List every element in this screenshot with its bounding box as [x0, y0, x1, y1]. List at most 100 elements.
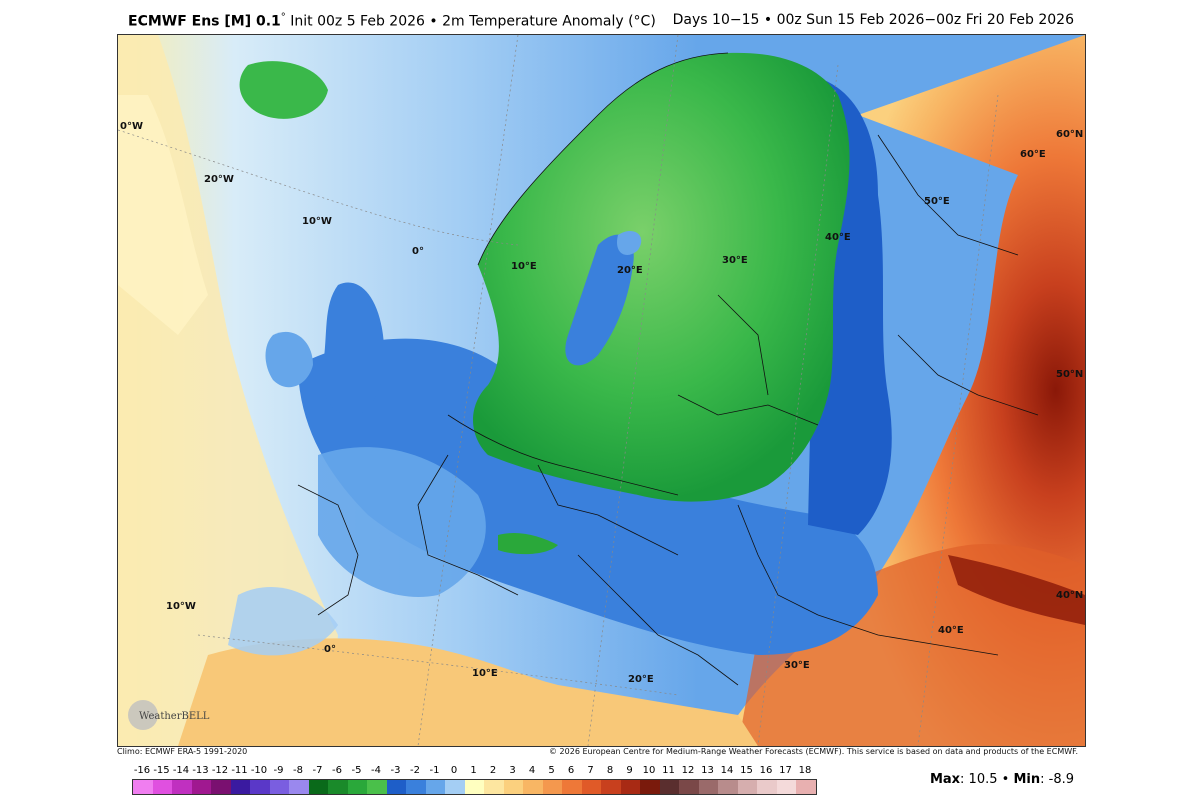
anomaly-map: 0°W 20°W 10°W 0° 10°E 20°E 30°E 40°E 50°… [118, 35, 1085, 746]
colorbar-tick-label: -13 [192, 765, 209, 776]
weatherbell-logo: WeatherBELL [128, 700, 210, 730]
min-label: Min [1013, 772, 1041, 787]
colorbar-tick-label: -1 [429, 765, 440, 776]
colorbar-tick-label: -7 [312, 765, 323, 776]
colorbar-swatch [503, 780, 523, 794]
colorbar-swatch [757, 780, 777, 794]
label-60e: 60°E [1020, 149, 1046, 160]
colorbar-swatch [445, 780, 465, 794]
colorbar-swatch [172, 780, 192, 794]
colorbar-swatch [250, 780, 270, 794]
colorbar-tick-label: -15 [153, 765, 170, 776]
colorbar-swatch [718, 780, 738, 794]
label-10w-south: 10°W [166, 601, 196, 612]
colorbar-swatch [737, 780, 757, 794]
colorbar-swatch [347, 780, 367, 794]
max-min-readout: Max: 10.5 • Min: -8.9 [930, 772, 1074, 787]
colorbar-tick-label: 15 [740, 765, 753, 776]
colorbar-tick-label: -6 [332, 765, 342, 776]
colorbar-tick-label: 6 [567, 765, 575, 776]
colorbar-swatch [328, 780, 348, 794]
alps-patch [498, 533, 558, 555]
colorbar-tick-label: 17 [779, 765, 792, 776]
colorbar-swatch [211, 780, 231, 794]
colorbar-tick-label: -16 [133, 765, 151, 776]
colorbar-tick-label: -10 [250, 765, 268, 776]
degree-mark: ° [280, 12, 286, 23]
label-40e: 40°E [825, 232, 851, 243]
label-40n: 40°N [1056, 590, 1083, 601]
colorbar-tick-label: 0 [450, 765, 458, 776]
colorbar-swatch [698, 780, 718, 794]
min-value: : -8.9 [1040, 772, 1074, 787]
colorbar-tick-label: -4 [371, 765, 381, 776]
colorbar-swatch [601, 780, 621, 794]
model-name: ECMWF Ens [M] 0.1 [128, 13, 281, 30]
logo-globe-icon [128, 700, 158, 730]
graticule [118, 35, 999, 746]
ireland [265, 331, 313, 388]
great-britain [322, 282, 385, 416]
label-0w: 0°W [120, 121, 143, 132]
label-30e-south: 30°E [784, 660, 810, 671]
baltic-sea [565, 234, 634, 366]
colorbar-swatch [425, 780, 445, 794]
colorbar-tick-label: 7 [587, 765, 594, 776]
cold-anomaly-west [298, 338, 878, 655]
iberia-cold-patch [228, 586, 338, 656]
colorbar-swatch [133, 780, 153, 794]
colorbar-tick-label: -9 [273, 765, 284, 776]
colorbar-swatch [776, 780, 796, 794]
green-anomaly-north [473, 52, 850, 502]
label-50n: 50°N [1056, 369, 1083, 380]
colorbar-tick-label: -14 [172, 765, 190, 776]
credits: Climo: ECMWF ERA-5 1991-2020 © 2026 Euro… [117, 746, 1086, 758]
colorbar-tick-label: -8 [293, 765, 303, 776]
colorbar-tick-label: 3 [509, 765, 516, 776]
colorbar-swatch [406, 780, 426, 794]
map-panel: 0°W 20°W 10°W 0° 10°E 20°E 30°E 40°E 50°… [117, 34, 1086, 747]
colorbar-tick-label: 5 [548, 765, 555, 776]
label-20e-south: 20°E [628, 674, 654, 685]
colorbar-tick-label: 11 [662, 765, 675, 776]
label-10w: 10°W [302, 216, 332, 227]
colorbar-tick-label: 9 [626, 765, 633, 776]
colorbar-tick-label: -11 [231, 765, 248, 776]
ecmwf-copyright: © 2026 European Centre for Medium-Range … [549, 747, 1078, 756]
colorbar-tick-label: 14 [720, 765, 734, 776]
colorbar-swatches [132, 779, 817, 795]
init-time: Init 00z 5 Feb 2026 [285, 13, 425, 30]
gulf-of-bothnia-lake [617, 230, 642, 255]
max-label: Max [929, 772, 961, 787]
colorbar-tick-label: -3 [390, 765, 401, 776]
label-60n: 60°N [1056, 129, 1083, 140]
label-10e-south: 10°E [472, 668, 498, 679]
forecast-period: Days 10−15 • 00z Sun 15 Feb 2026−00z Fri… [672, 12, 1074, 28]
label-10e: 10°E [511, 261, 537, 272]
colorbar-swatch [562, 780, 582, 794]
colorbar: -16 -15 -14 -13 -12 -11 -10 -9 -8 -7 -6 -5 -4 -3 -2 -1 0… [130, 765, 820, 797]
header: ECMWF Ens [M] 0.1° Init 00z 5 Feb 2026 •… [0, 10, 1202, 34]
label-50e: 50°E [924, 196, 950, 207]
colorbar-swatch [796, 780, 816, 794]
colorbar-swatch [484, 780, 504, 794]
colorbar-swatch [152, 780, 172, 794]
colorbar-tick-label: 12 [681, 765, 695, 776]
colorbar-swatch [659, 780, 679, 794]
colorbar-tick-label: 4 [528, 765, 536, 776]
map-title: ECMWF Ens [M] 0.1° Init 00z 5 Feb 2026 •… [128, 12, 656, 30]
label-40e-south: 40°E [938, 625, 964, 636]
label-0-south: 0° [324, 644, 336, 655]
max-value: : 10.5 [960, 772, 998, 787]
label-20e: 20°E [617, 265, 643, 276]
colorbar-swatch [581, 780, 601, 794]
colorbar-swatch [640, 780, 660, 794]
colorbar-swatch [523, 780, 543, 794]
caucasus-hot-field [948, 555, 1085, 625]
climo-credit: Climo: ECMWF ERA-5 1991-2020 [117, 747, 248, 756]
colorbar-swatch [542, 780, 562, 794]
label-30e: 30°E [722, 255, 748, 266]
colorbar-swatch [367, 780, 387, 794]
colorbar-tick-label: 18 [798, 765, 812, 776]
colorbar-swatch [620, 780, 640, 794]
